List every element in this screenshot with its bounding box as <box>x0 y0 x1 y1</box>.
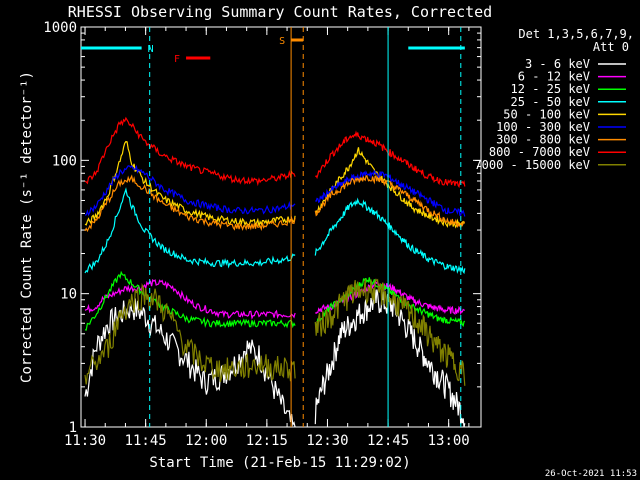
legend-label-3: 25 - 50 keV <box>511 95 590 109</box>
data-series <box>84 116 466 428</box>
vertical-markers <box>149 27 462 427</box>
series-line-3-b <box>314 197 466 275</box>
flag-label-S: S <box>279 36 285 47</box>
timestamp: 26-Oct-2021 11:53 <box>545 469 637 479</box>
series-line-5-a <box>84 164 296 217</box>
series-line-4-b <box>314 147 465 229</box>
series-line-7-b <box>315 130 466 189</box>
x-tick-label-1: 11:45 <box>125 433 167 449</box>
series-line-0-a <box>84 298 296 428</box>
legend-header-line-2: Att 0 <box>593 40 629 54</box>
x-tick-label-3: 12:15 <box>246 433 288 449</box>
series-line-5-b <box>315 169 466 217</box>
x-tick-label-5: 12:45 <box>367 433 409 449</box>
x-tick-label-4: 12:30 <box>306 433 348 449</box>
x-tick-label-0: 11:30 <box>64 433 106 449</box>
series-line-1-a <box>84 278 296 320</box>
legend-label-6: 300 - 800 keV <box>496 133 590 147</box>
x-axis-label: Start Time (21-Feb-15 11:29:02) <box>149 455 410 471</box>
legend-label-7: 800 - 7000 keV <box>489 145 590 159</box>
y-tick-label-1: 10 <box>60 287 77 303</box>
series-line-3-a <box>84 187 296 274</box>
legend-label-8: 7000 - 15000 keV <box>474 158 590 172</box>
y-axis-label: Corrected Count Rate (s⁻¹ detector⁻¹) <box>19 71 35 383</box>
legend-label-2: 12 - 25 keV <box>511 82 590 96</box>
legend-label-5: 100 - 300 keV <box>496 120 590 134</box>
y-tick-label-2: 100 <box>52 153 77 169</box>
y-tick-label-0: 1 <box>69 420 77 436</box>
x-tick-label-2: 12:00 <box>185 433 227 449</box>
series-line-6-a <box>84 174 296 233</box>
series-line-6-b <box>314 175 465 229</box>
flag-label-F: F <box>174 54 180 65</box>
legend-label-1: 6 - 12 keV <box>518 70 590 84</box>
series-line-2-a <box>84 270 296 331</box>
x-tick-label-6: 13:00 <box>428 433 470 449</box>
flag-label-N: N <box>148 44 154 55</box>
chart-title: RHESSI Observing Summary Count Rates, Co… <box>68 3 492 21</box>
series-line-7-a <box>84 116 296 187</box>
series-line-8-a <box>84 282 296 385</box>
plot-frame <box>80 26 482 428</box>
legend-header-line-1: Det 1,3,5,6,7,9, <box>518 27 634 41</box>
series-line-4-a <box>84 140 296 227</box>
y-tick-label-3: 1000 <box>43 20 77 36</box>
axes-ticks: 11:30 11:45 12:00 12:15 12:30 12:45 13:00 1 10 10… <box>43 20 481 449</box>
legend-label-4: 50 - 100 keV <box>503 107 590 121</box>
legend-label-0: 3 - 6 keV <box>525 57 590 71</box>
series-line-8-b <box>314 278 466 386</box>
flag-bars: N F S <box>81 36 465 65</box>
